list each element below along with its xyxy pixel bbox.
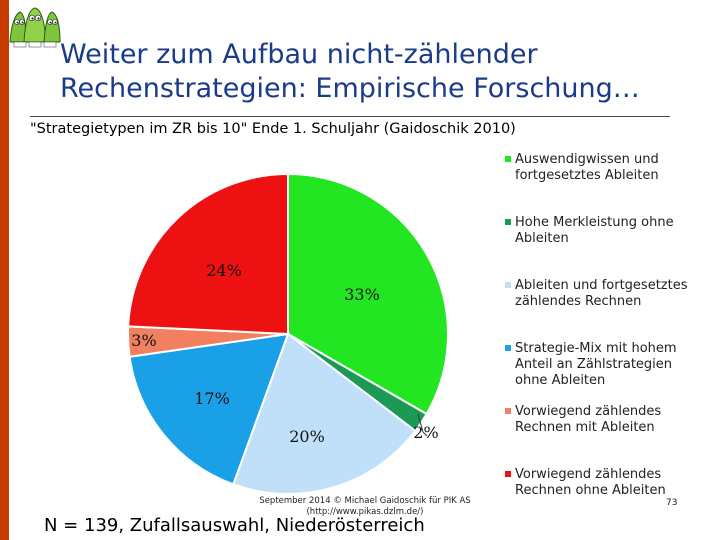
chart-subtitle: "Strategietypen im ZR bis 10" Ende 1. Sc… bbox=[30, 121, 516, 137]
cartoon-characters-logo-icon bbox=[9, 7, 61, 48]
legend-label: Strategie-Mix mit hohem Anteil an Zählstr… bbox=[515, 341, 677, 388]
legend-swatch bbox=[505, 219, 511, 225]
data-label-leader-line bbox=[417, 413, 428, 437]
data-label-auswendigwissen: 33% bbox=[344, 285, 380, 304]
pie-slice-strategie-mix bbox=[128, 332, 290, 486]
legend-swatch bbox=[505, 345, 511, 351]
legend-label: Vorwiegend zählendes Rechnen mit Ableiten bbox=[515, 404, 662, 435]
legend-swatch bbox=[505, 471, 511, 477]
data-label-hohe-merkleistung: 2% bbox=[413, 423, 438, 442]
copyright-credit: September 2014 © Michael Gaidoschik für … bbox=[220, 496, 510, 518]
legend-item-strategie-mix: Strategie-Mix mit hohem Anteil an Zählstr… bbox=[505, 341, 710, 389]
pie-slice-auswendigwissen bbox=[287, 172, 449, 416]
data-label-zaehlend-mit-ableiten: 3% bbox=[131, 331, 156, 350]
title-divider bbox=[30, 116, 670, 117]
sample-note: N = 139, Zufallsauswahl, Niederösterreic… bbox=[44, 515, 425, 536]
title-line-1: Weiter zum Aufbau nicht-zählender bbox=[60, 39, 538, 70]
page-number: 73 bbox=[666, 498, 678, 508]
data-label-zaehlend-ohne-ableiten: 24% bbox=[206, 261, 242, 280]
data-label-strategie-mix: 17% bbox=[194, 389, 230, 408]
legend-swatch bbox=[505, 156, 511, 162]
pie-slice-zaehlend-ohne-ableiten bbox=[127, 172, 289, 336]
page-title: Weiter zum Aufbau nicht-zählender Rechen… bbox=[60, 38, 700, 106]
pie-slice-ableiten-zaehlend bbox=[231, 332, 417, 495]
data-label-ableiten-zaehlend: 20% bbox=[289, 427, 325, 446]
legend-item-auswendigwissen: Auswendigwissen und fortgesetztes Ableite… bbox=[505, 152, 710, 184]
title-line-2: Rechenstrategien: Empirische Forschung… bbox=[60, 73, 640, 104]
left-accent-bar bbox=[0, 0, 9, 540]
legend-item-zaehlend-mit-ableiten: Vorwiegend zählendes Rechnen mit Ableiten bbox=[505, 404, 710, 436]
legend-item-ableiten-zaehlend: Ableiten und fortgesetztes zählendes Rech… bbox=[505, 278, 710, 310]
legend-item-zaehlend-ohne-ableiten: Vorwiegend zählendes Rechnen ohne Ableite… bbox=[505, 467, 710, 499]
legend-item-hohe-merkleistung: Hohe Merkleistung ohne Ableiten bbox=[505, 215, 710, 247]
legend-label: Auswendigwissen und fortgesetztes Ableite… bbox=[515, 152, 659, 183]
legend-label: Hohe Merkleistung ohne Ableiten bbox=[515, 215, 674, 246]
credit-line-1: September 2014 © Michael Gaidoschik für … bbox=[259, 496, 471, 506]
legend-swatch bbox=[505, 282, 511, 288]
legend-label: Ableiten und fortgesetztes zählendes Rech… bbox=[515, 278, 688, 309]
credit-line-2: (http://www.pikas.dzlm.de/) bbox=[306, 507, 424, 517]
legend-label: Vorwiegend zählendes Rechnen ohne Ableite… bbox=[515, 467, 666, 498]
legend-swatch bbox=[505, 408, 511, 414]
